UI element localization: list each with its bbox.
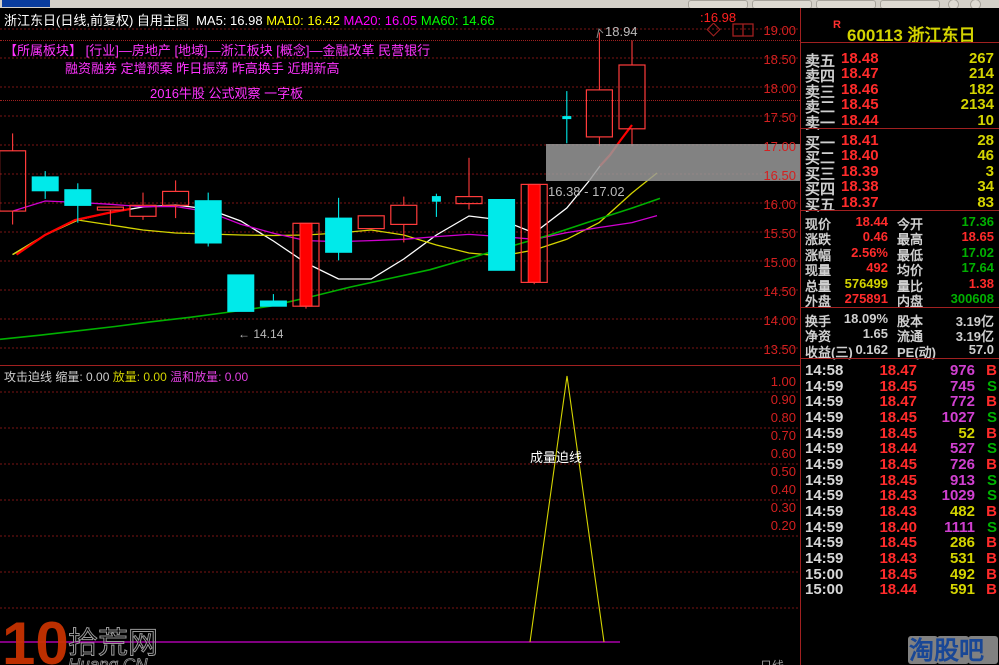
svg-text:← 14.14: ← 14.14 xyxy=(238,327,284,341)
svg-text:18.94: 18.94 xyxy=(605,24,638,39)
svg-text:10: 10 xyxy=(2,616,69,665)
svg-text:16.38 - 17.02: 16.38 - 17.02 xyxy=(548,184,625,199)
svg-text:成量迫线: 成量迫线 xyxy=(530,450,582,465)
svg-text:淘股吧: 淘股吧 xyxy=(909,636,984,665)
svg-text:Huang.CN: Huang.CN xyxy=(68,655,148,665)
